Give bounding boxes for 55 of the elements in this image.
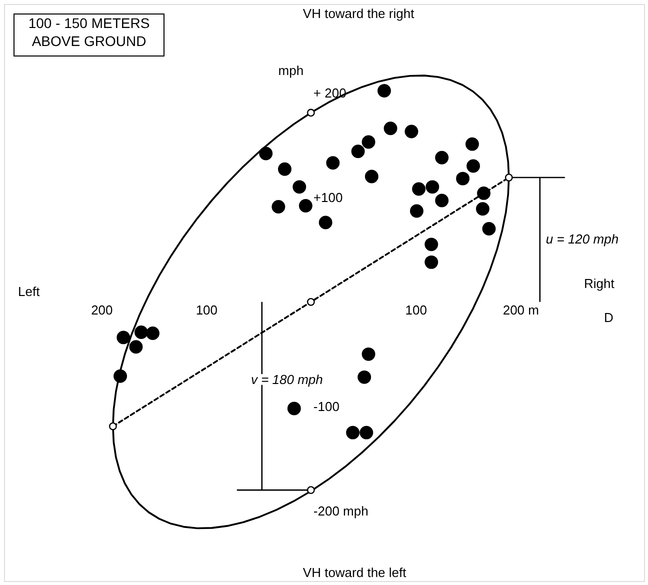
x-tick-label: 100 xyxy=(405,302,428,318)
point xyxy=(364,170,378,184)
point xyxy=(351,144,365,158)
point xyxy=(362,135,376,149)
point xyxy=(435,150,449,164)
text: 100 - 150 METERS ABOVE GROUND xyxy=(28,15,150,49)
point xyxy=(412,182,426,196)
point xyxy=(360,426,374,440)
point xyxy=(298,199,312,212)
point xyxy=(426,180,440,194)
point xyxy=(435,194,449,208)
x-tick-label: 200 m xyxy=(502,302,539,318)
point xyxy=(476,202,490,216)
annotation: u = 120 mph xyxy=(546,232,619,247)
annotation: VH toward the left xyxy=(302,565,407,580)
annotation: Left xyxy=(18,284,40,299)
point xyxy=(292,180,306,194)
point xyxy=(465,137,479,151)
point xyxy=(362,347,376,361)
point xyxy=(482,222,496,236)
point xyxy=(287,402,301,416)
point xyxy=(410,204,424,218)
point xyxy=(404,124,418,138)
y-tick-label: -100 xyxy=(313,398,340,414)
annotation: mph xyxy=(278,62,304,78)
point xyxy=(306,108,315,117)
annotation: Right xyxy=(584,276,615,291)
point xyxy=(318,216,332,230)
x-tick-label: 200 xyxy=(91,302,113,318)
point xyxy=(278,162,292,176)
point xyxy=(466,159,480,173)
y-tick-label: + 200 xyxy=(313,85,346,100)
point xyxy=(346,426,360,440)
point xyxy=(116,330,130,344)
point xyxy=(384,122,398,136)
point xyxy=(129,340,143,354)
point xyxy=(134,326,148,339)
y-axis-title: VH toward the right xyxy=(302,6,415,21)
point xyxy=(272,200,286,214)
point xyxy=(259,146,273,160)
point xyxy=(424,238,438,252)
annotation: D xyxy=(604,310,614,325)
y-tick-label: -200 mph xyxy=(313,503,368,518)
point xyxy=(108,422,117,430)
point xyxy=(456,172,470,186)
point xyxy=(378,84,391,98)
point xyxy=(358,370,372,384)
point xyxy=(424,255,438,269)
point xyxy=(306,298,315,306)
point xyxy=(504,174,513,182)
point xyxy=(306,486,315,494)
point xyxy=(146,326,160,340)
x-tick-label: 100 xyxy=(196,302,218,318)
y-tick-label: +100 xyxy=(313,190,343,205)
point xyxy=(326,156,340,170)
